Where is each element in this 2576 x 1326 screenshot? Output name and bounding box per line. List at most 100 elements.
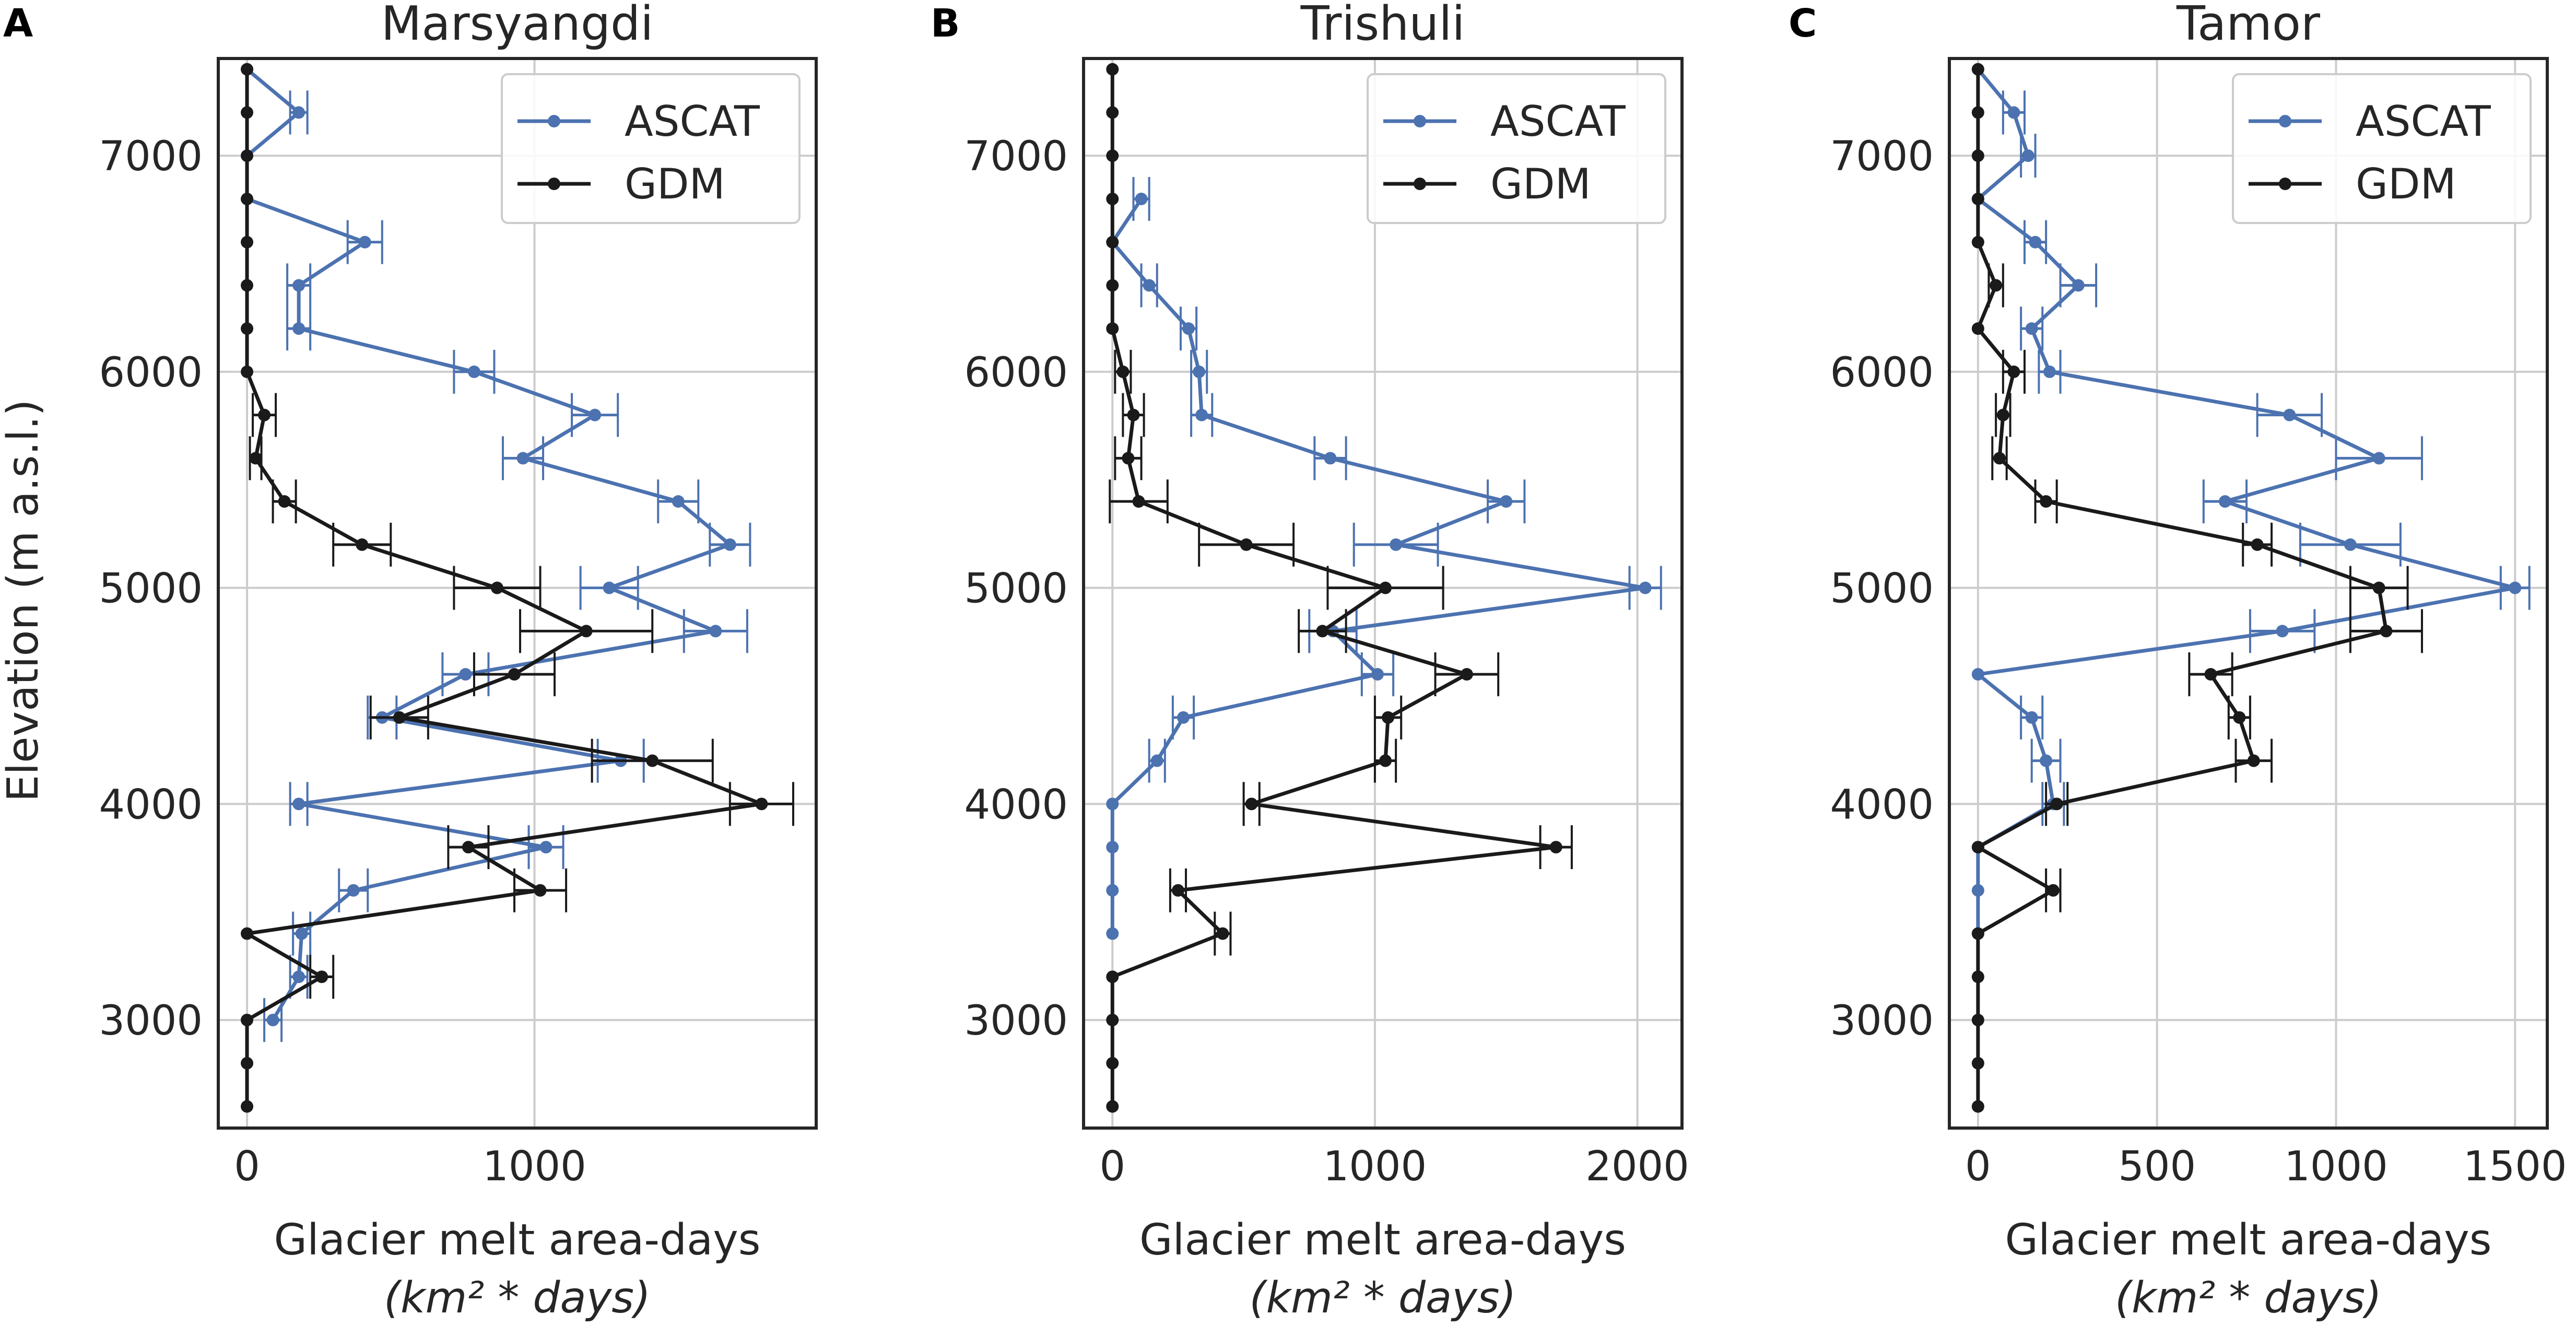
data-point-gdm: [580, 625, 593, 638]
data-point-gdm: [1971, 322, 1984, 335]
legend-label-gdm: GDM: [2356, 160, 2456, 208]
series-ascat: [1106, 177, 1662, 940]
data-point-gdm: [1971, 192, 1984, 205]
data-point-gdm: [1382, 711, 1395, 724]
data-point-gdm: [2040, 495, 2053, 508]
series-gdm: [1106, 63, 1573, 1113]
data-point-ascat: [2072, 279, 2085, 292]
panel-c: 0 500 1000 1500 3000 4000 5000 6000 7000 Tamor C Gl…: [1789, 0, 2567, 1323]
legend-box: [501, 73, 801, 224]
data-point-gdm: [1106, 970, 1119, 983]
data-point-gdm: [646, 754, 659, 767]
x-tick-label: 1000: [483, 1143, 586, 1190]
data-point-gdm: [1106, 149, 1119, 162]
data-point-ascat: [1143, 279, 1156, 292]
data-point-gdm: [241, 192, 254, 205]
data-point-gdm: [241, 1014, 254, 1027]
panel-a: 0 1000 3000 4000 5000 6000 7000 Marsyangdi A Glac…: [3, 0, 818, 1323]
x-tick-label: 1000: [2284, 1143, 2388, 1190]
y-tick-label: 7000: [1830, 133, 1934, 180]
data-point-gdm: [1971, 927, 1984, 940]
data-point-gdm: [1106, 279, 1119, 292]
data-point-gdm: [1971, 970, 1984, 983]
x-tick-label: 1000: [1323, 1143, 1427, 1190]
y-tick-label: 4000: [1830, 781, 1934, 828]
data-point-gdm: [1106, 322, 1119, 335]
data-point-ascat: [1182, 322, 1195, 335]
data-point-gdm: [2046, 884, 2060, 897]
data-point-ascat: [2283, 408, 2296, 421]
x-axis-label: Glacier melt area-days: [274, 1215, 761, 1265]
data-point-ascat: [1971, 668, 1984, 681]
data-point-gdm: [2204, 668, 2217, 681]
x-axis-unit: (km² * days): [2115, 1273, 2382, 1323]
data-point-gdm: [2050, 797, 2063, 811]
data-point-gdm: [1316, 625, 1329, 638]
panel-title: Trishuli: [1300, 0, 1465, 51]
legend-marker: [1414, 178, 1426, 190]
data-point-gdm: [1122, 452, 1135, 465]
data-point-gdm: [241, 927, 254, 940]
x-axis-unit: (km² * days): [1250, 1273, 1516, 1323]
data-point-ascat: [1177, 711, 1190, 724]
panel-letter: A: [3, 1, 33, 46]
data-point-gdm: [1106, 106, 1119, 119]
data-point-ascat: [1106, 927, 1119, 940]
data-point-ascat: [516, 452, 530, 465]
data-point-ascat: [1324, 452, 1337, 465]
legend-label-ascat: ASCAT: [1490, 97, 1626, 146]
data-point-gdm: [1379, 754, 1392, 767]
data-point-ascat: [2372, 452, 2385, 465]
data-point-ascat: [1150, 754, 1163, 767]
series-ascat: [1971, 63, 2531, 940]
data-point-gdm: [1971, 106, 1984, 119]
data-point-ascat: [589, 408, 602, 421]
data-point-ascat: [358, 236, 371, 249]
data-point-ascat: [2007, 106, 2020, 119]
data-point-gdm: [241, 63, 254, 76]
data-point-ascat: [1371, 668, 1384, 681]
data-point-gdm: [1216, 927, 1229, 940]
x-axis-unit: (km² * days): [384, 1273, 651, 1323]
data-point-gdm: [1971, 1014, 1984, 1027]
data-point-gdm: [1106, 1014, 1119, 1027]
data-point-gdm: [356, 538, 369, 551]
y-tick-label: 4000: [964, 781, 1068, 828]
axes-frame: [1948, 57, 2549, 1130]
data-point-ascat: [2276, 625, 2289, 638]
x-tick-label: 0: [1965, 1143, 1991, 1190]
y-tick-label: 7000: [99, 133, 203, 180]
data-point-gdm: [2372, 581, 2385, 594]
data-point-ascat: [459, 668, 472, 681]
data-point-gdm: [241, 1057, 254, 1070]
data-point-gdm: [2380, 625, 2393, 638]
data-point-gdm: [241, 236, 254, 249]
data-point-ascat: [292, 106, 305, 119]
data-point-ascat: [1390, 538, 1403, 551]
data-point-ascat: [1106, 884, 1119, 897]
x-axis-label: Glacier melt area-days: [1139, 1215, 1626, 1265]
data-point-ascat: [2043, 365, 2056, 378]
data-point-ascat: [2025, 711, 2038, 724]
panel-letter: B: [931, 1, 960, 46]
y-tick-label: 6000: [964, 349, 1068, 396]
data-point-gdm: [1127, 408, 1140, 421]
data-point-ascat: [2218, 495, 2231, 508]
legend: ASCAT GDM: [2232, 73, 2532, 224]
panel-title: Tamor: [2176, 0, 2320, 51]
data-point-ascat: [2025, 322, 2038, 335]
data-point-gdm: [249, 452, 262, 465]
legend-label-ascat: ASCAT: [625, 97, 760, 146]
data-point-gdm: [241, 106, 254, 119]
legend: ASCAT GDM: [501, 73, 801, 224]
data-point-ascat: [1639, 581, 1652, 594]
data-point-gdm: [1460, 668, 1473, 681]
data-point-gdm: [1240, 538, 1253, 551]
panel-title: Marsyangdi: [381, 0, 653, 51]
data-point-gdm: [1990, 279, 2003, 292]
data-point-gdm: [241, 279, 254, 292]
y-tick-label: 5000: [99, 566, 203, 613]
x-tick-label: 1500: [2463, 1143, 2567, 1190]
y-tick-label: 6000: [99, 349, 203, 396]
